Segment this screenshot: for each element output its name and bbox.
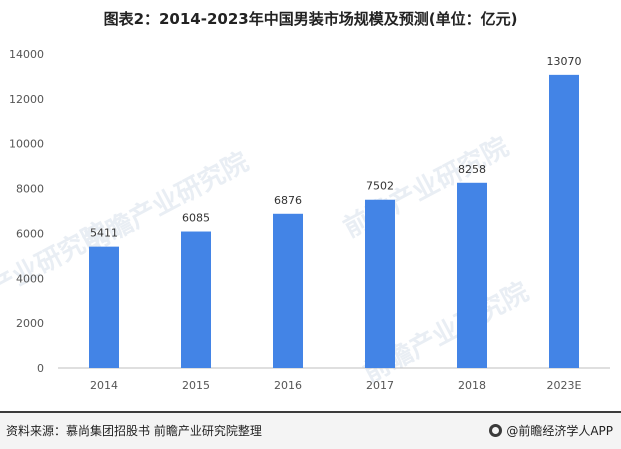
bar-2016: [273, 213, 303, 368]
x-tick-label: 2016: [274, 379, 302, 392]
data-label-2017: 7502: [366, 180, 394, 193]
brand-name: @前瞻经济学人APP: [506, 424, 613, 438]
y-tick-label: 8000: [16, 183, 44, 196]
y-tick-label: 14000: [9, 48, 44, 61]
y-tick-label: 10000: [9, 138, 44, 151]
watermark-text: 前瞻产业研究院: [338, 131, 513, 244]
data-label-2023E: 13070: [547, 55, 582, 68]
data-label-2018: 8258: [458, 163, 486, 176]
y-tick-label: 6000: [16, 227, 44, 240]
data-label-2015: 6085: [182, 212, 210, 225]
y-tick-label: 0: [37, 362, 44, 375]
footer-bar: 资料来源：慕尚集团招股书 前瞻产业研究院整理 @前瞻经济学人APP: [0, 411, 621, 449]
x-tick-label: 2023E: [547, 379, 582, 392]
y-tick-label: 2000: [16, 317, 44, 330]
chart-bars: [89, 74, 579, 368]
y-tick-label: 4000: [16, 272, 44, 285]
chart-axes: 0 2000 4000 6000 8000 10000 12000 14000: [9, 48, 610, 375]
bar-2014: [89, 246, 119, 368]
bar-2017: [365, 199, 395, 368]
x-tick-label: 2017: [366, 379, 394, 392]
x-tick-label: 2018: [458, 379, 486, 392]
bar-2015: [181, 231, 211, 368]
y-tick-label: 12000: [9, 93, 44, 106]
brand-credit: @前瞻经济学人APP: [489, 422, 613, 439]
x-tick-label: 2015: [182, 379, 210, 392]
brand-logo-icon: [489, 424, 503, 437]
chart-labels: 5411 2014 6085 2015 6876 2016 7502 2017 8258 2018…: [90, 55, 582, 392]
data-label-2016: 6876: [274, 194, 302, 207]
data-label-2014: 5411: [90, 227, 118, 240]
bar-2018: [457, 182, 487, 368]
bar-2023E: [549, 74, 579, 368]
source-note: 资料来源：慕尚集团招股书 前瞻产业研究院整理: [6, 424, 262, 438]
x-tick-label: 2014: [90, 379, 118, 392]
chart-title: 图表2：2014-2023年中国男装市场规模及预测(单位：亿元): [103, 10, 518, 28]
